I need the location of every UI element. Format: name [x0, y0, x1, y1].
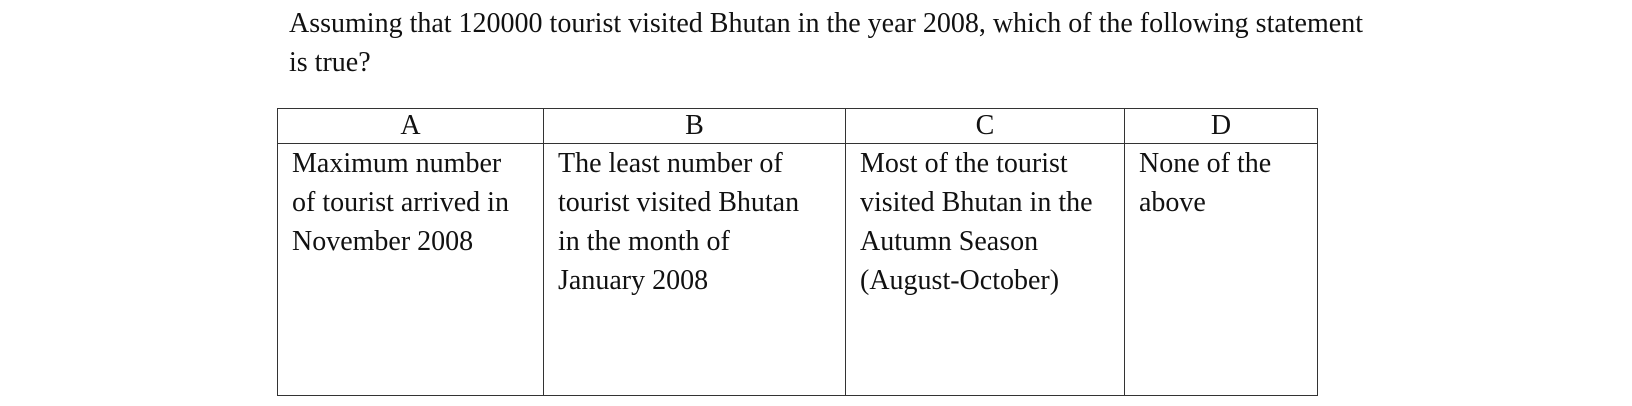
option-d-text: None of the above — [1124, 143, 1318, 396]
option-c-line: visited Bhutan in the — [860, 187, 1093, 218]
option-a-letter: A — [277, 108, 544, 144]
option-b-line: tourist visited Bhutan — [558, 187, 800, 218]
option-d-letter: D — [1124, 108, 1318, 144]
option-a-line: Maximum number — [292, 148, 502, 179]
option-c-letter: C — [845, 108, 1125, 144]
table-header-row: A B C D — [277, 108, 1318, 144]
option-d-line: above — [1139, 187, 1206, 218]
option-c-line: Most of the tourist — [860, 148, 1068, 179]
option-b-text: The least number of tourist visited Bhut… — [543, 143, 846, 396]
table-row: Maximum number of tourist arrived in Nov… — [277, 143, 1318, 396]
question-line: Assuming that 120000 tourist visited Bhu… — [289, 8, 1363, 39]
question-text: Assuming that 120000 tourist visited Bhu… — [289, 4, 1449, 82]
option-a-text: Maximum number of tourist arrived in Nov… — [277, 143, 544, 396]
answer-options-table: A B C D Maximum number of tourist arrive… — [277, 108, 1318, 396]
option-b-line: in the month of — [558, 226, 730, 257]
option-c-line: (August-October) — [860, 265, 1060, 296]
option-b-letter: B — [543, 108, 846, 144]
option-c-line: Autumn Season — [860, 226, 1039, 257]
option-a-line: November 2008 — [292, 226, 474, 257]
option-a-line: of tourist arrived in — [292, 187, 509, 218]
option-b-line: The least number of — [558, 148, 783, 179]
option-b-line: January 2008 — [558, 265, 709, 296]
option-d-line: None of the — [1139, 148, 1272, 179]
question-line: is true? — [289, 47, 371, 78]
option-c-text: Most of the tourist visited Bhutan in th… — [845, 143, 1125, 396]
